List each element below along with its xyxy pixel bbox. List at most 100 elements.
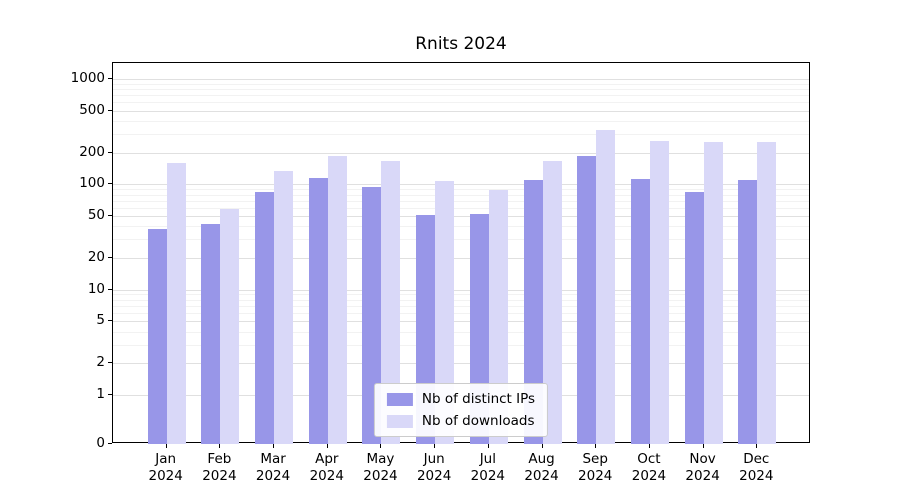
x-tick-mark — [326, 444, 328, 448]
y-tick-mark — [108, 215, 112, 217]
bar-downloads-oct — [649, 140, 669, 444]
chart-title: Rnits 2024 — [415, 34, 507, 54]
x-tick-label: May 2024 — [363, 451, 398, 484]
bar-downloads-apr — [327, 156, 347, 444]
y-tick-mark — [108, 151, 112, 153]
y-tick-label: 0 — [96, 435, 105, 451]
legend-item-downloads: Nb of downloads — [386, 413, 535, 429]
bar-distinct-ips-feb — [201, 224, 221, 444]
minor-gridline — [113, 299, 809, 301]
y-tick-mark — [108, 320, 112, 322]
y-tick-mark — [108, 183, 112, 185]
bar-distinct-ips-apr — [308, 177, 328, 444]
major-gridline — [113, 110, 809, 112]
bar-downloads-sep — [596, 129, 616, 444]
y-tick-mark — [108, 109, 112, 111]
bar-distinct-ips-may — [362, 186, 382, 444]
minor-gridline — [113, 207, 809, 209]
legend-swatch-distinct-ips — [386, 392, 413, 406]
x-tick-label: Sep 2024 — [578, 451, 613, 484]
minor-gridline — [113, 120, 809, 122]
minor-gridline — [113, 294, 809, 296]
legend: Nb of distinct IPs Nb of downloads — [373, 383, 549, 437]
bar-downloads-nov — [703, 142, 723, 444]
minor-gridline — [113, 331, 809, 333]
y-tick-label: 20 — [87, 248, 105, 265]
y-tick-mark — [108, 256, 112, 258]
y-tick-mark — [108, 362, 112, 364]
bar-distinct-ips-mar — [255, 191, 275, 444]
minor-gridline — [113, 83, 809, 85]
minor-gridline — [113, 194, 809, 196]
y-tick-label: 50 — [87, 207, 105, 224]
major-gridline — [113, 216, 809, 218]
y-tick-mark — [108, 394, 112, 395]
x-tick-label: Feb 2024 — [202, 451, 237, 484]
y-tick-label: 200 — [79, 143, 105, 160]
minor-gridline — [113, 226, 809, 228]
legend-label-distinct-ips: Nb of distinct IPs — [421, 391, 536, 407]
plot-area: Nb of distinct IPs Nb of downloads — [112, 62, 810, 444]
x-tick-mark — [702, 444, 704, 448]
bar-downloads-feb — [220, 209, 240, 444]
legend-item-distinct-ips: Nb of distinct IPs — [386, 391, 536, 407]
x-tick-label: Nov 2024 — [685, 451, 720, 484]
bar-distinct-ips-aug — [523, 179, 543, 444]
x-tick-mark — [273, 444, 275, 448]
y-tick-label: 5 — [96, 312, 105, 329]
minor-gridline — [113, 102, 809, 104]
minor-gridline — [113, 189, 809, 191]
minor-gridline — [113, 200, 809, 202]
x-tick-label: Oct 2024 — [631, 451, 667, 484]
bar-downloads-dec — [757, 142, 777, 444]
major-gridline — [113, 363, 809, 365]
x-tick-mark — [165, 444, 167, 448]
legend-label-downloads: Nb of downloads — [421, 413, 535, 429]
x-tick-label: Jun 2024 — [416, 451, 452, 484]
bar-distinct-ips-jan — [147, 228, 167, 444]
legend-swatch-downloads — [386, 414, 413, 428]
minor-gridline — [113, 239, 809, 241]
x-tick-mark — [595, 444, 597, 448]
x-tick-mark — [541, 444, 543, 448]
bar-downloads-jan — [166, 162, 186, 444]
y-tick-label: 1000 — [70, 70, 105, 86]
y-tick-mark — [108, 78, 112, 79]
y-tick-label: 2 — [96, 354, 105, 371]
x-tick-mark — [434, 444, 436, 448]
minor-gridline — [113, 134, 809, 136]
minor-gridline — [113, 89, 809, 91]
major-gridline — [113, 257, 809, 259]
bar-distinct-ips-oct — [630, 179, 650, 444]
x-tick-label: Jul 2024 — [470, 451, 506, 484]
bar-distinct-ips-nov — [684, 191, 704, 444]
y-tick-label: 500 — [79, 101, 105, 118]
major-gridline — [113, 79, 809, 80]
x-tick-label: Aug 2024 — [524, 451, 559, 484]
major-gridline — [113, 184, 809, 186]
bar-downloads-aug — [542, 161, 562, 444]
bar-downloads-may — [381, 161, 401, 444]
x-tick-label: Jan 2024 — [148, 451, 183, 484]
minor-gridline — [113, 344, 809, 346]
x-tick-mark — [756, 444, 758, 448]
minor-gridline — [113, 305, 809, 307]
x-tick-mark — [487, 444, 489, 448]
major-gridline — [113, 152, 809, 154]
major-gridline — [113, 321, 809, 323]
x-tick-mark — [380, 444, 382, 448]
y-tick-label: 100 — [79, 175, 105, 192]
y-tick-label: 10 — [87, 280, 105, 297]
bar-downloads-jun — [435, 180, 455, 444]
bar-downloads-mar — [274, 170, 294, 444]
x-tick-label: Apr 2024 — [309, 451, 344, 484]
bar-distinct-ips-dec — [738, 179, 758, 444]
x-tick-mark — [648, 444, 650, 448]
y-tick-mark — [108, 443, 112, 444]
y-tick-mark — [108, 288, 112, 290]
major-gridline — [113, 289, 809, 291]
x-tick-mark — [219, 444, 221, 448]
bar-distinct-ips-sep — [577, 156, 597, 444]
x-tick-label: Dec 2024 — [739, 451, 774, 484]
